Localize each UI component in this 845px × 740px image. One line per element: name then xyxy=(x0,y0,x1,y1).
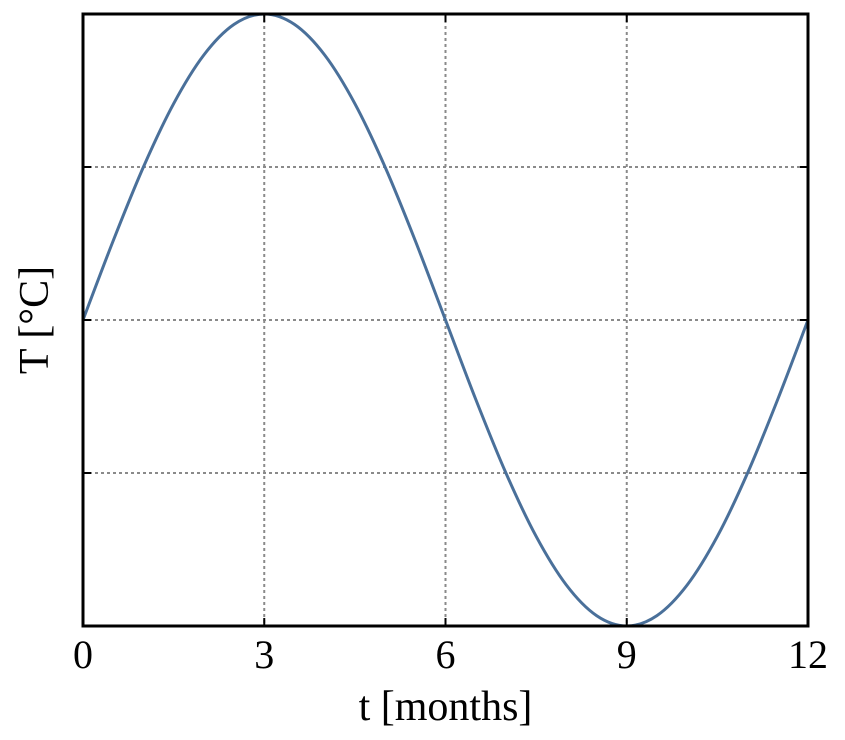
x-tick-label: 9 xyxy=(617,632,637,677)
y-axis-label: T [°C] xyxy=(12,266,58,374)
tick-marks xyxy=(82,14,809,626)
x-tick-label: 0 xyxy=(73,632,93,677)
x-tick-labels: 0 3 6 9 12 xyxy=(73,632,828,677)
x-tick-label: 12 xyxy=(788,632,828,677)
x-axis-label: t [months] xyxy=(359,684,533,730)
x-tick-label: 3 xyxy=(254,632,274,677)
series-line-temperature xyxy=(81,12,810,628)
x-tick-label: 6 xyxy=(436,632,456,677)
